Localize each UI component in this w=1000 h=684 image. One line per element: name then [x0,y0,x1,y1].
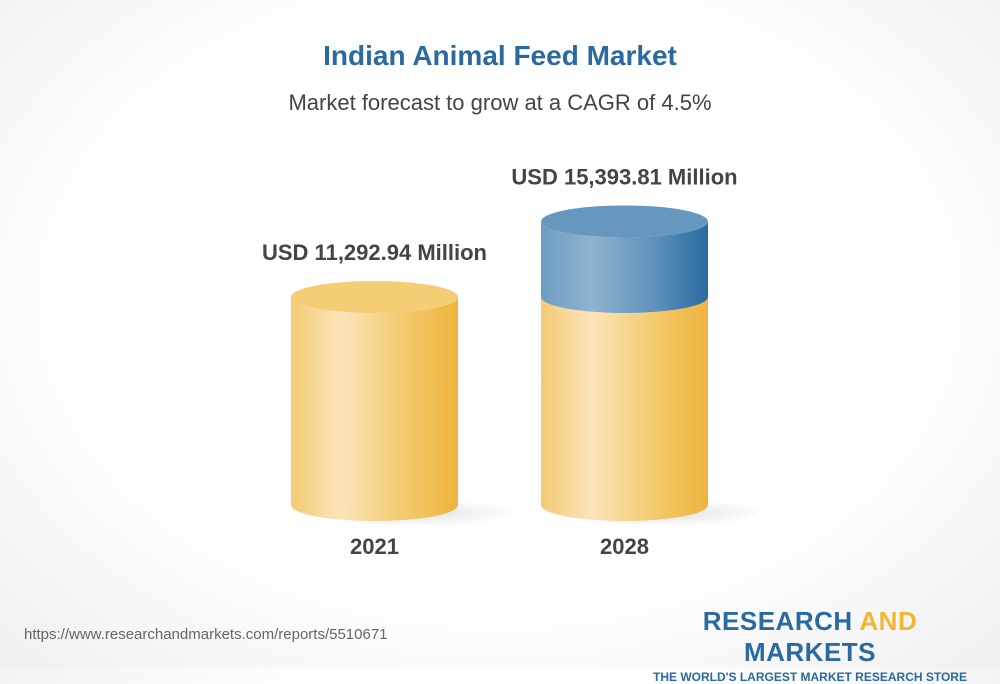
bar-growth-segment [541,221,708,313]
x-tick-label: 2028 [600,534,649,559]
bar [291,297,459,521]
data-label: USD 15,393.81 Million [511,164,737,189]
chart-area: USD 11,292.94 Million 2021 USD 15,393.81 M… [262,164,768,559]
data-label: USD 11,292.94 Million [262,240,487,265]
bar-top-cap [291,281,458,313]
chart-title: Indian Animal Feed Market [323,40,677,71]
chart-subtitle: Market forecast to grow at a CAGR of 4.5… [288,90,712,115]
x-tick-label: 2021 [350,534,399,559]
bar-top-cap [541,205,708,238]
brand-logo: RESEARCH AND MARKETS THE WORLD'S LARGEST… [640,606,980,684]
bar-base-segment [541,297,708,521]
logo-tagline: THE WORLD'S LARGEST MARKET RESEARCH STOR… [653,670,967,684]
source-url[interactable]: https://www.researchandmarkets.com/repor… [24,626,388,643]
